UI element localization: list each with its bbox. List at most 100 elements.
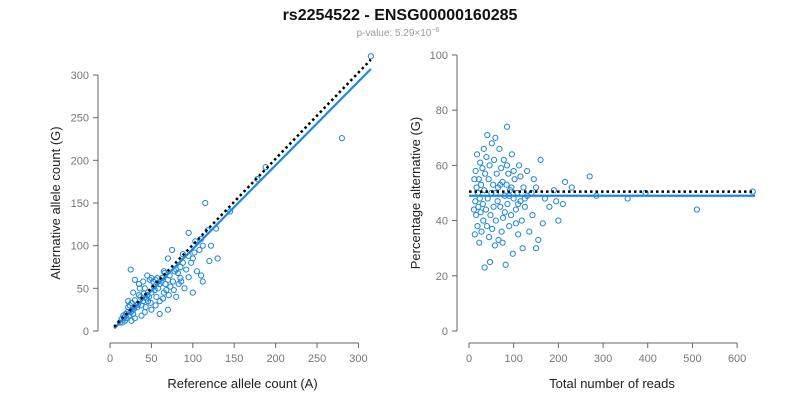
- data-point: [490, 181, 497, 188]
- data-point: [474, 223, 481, 230]
- x-tick-label: 150: [225, 353, 243, 365]
- y-axis-title: Percentage alternative (G): [408, 117, 423, 269]
- x-axis-title: Reference allele count (A): [167, 376, 317, 391]
- data-point: [490, 203, 497, 210]
- data-point: [159, 295, 167, 302]
- data-point: [497, 203, 504, 210]
- data-point: [515, 162, 523, 169]
- data-point: [492, 134, 499, 141]
- data-point: [490, 156, 498, 163]
- data-point: [479, 200, 486, 208]
- y-tick-label: 60: [436, 160, 448, 172]
- data-point: [481, 264, 488, 271]
- data-point: [367, 53, 374, 60]
- data-point: [546, 203, 553, 210]
- data-point: [503, 162, 511, 169]
- data-point: [193, 268, 201, 275]
- data-point: [539, 220, 546, 227]
- x-tick-label: 200: [549, 353, 567, 365]
- data-point: [475, 176, 482, 183]
- data-point: [535, 236, 542, 244]
- data-point: [477, 181, 485, 188]
- data-point: [473, 184, 480, 191]
- data-point: [144, 292, 151, 299]
- data-point: [568, 184, 575, 191]
- data-point: [483, 154, 490, 161]
- data-point: [199, 242, 206, 249]
- scatter-panel-percentage: 0 100 200 300 400 500 600 0 20 40 60 80 100 Total num…: [408, 50, 756, 391]
- data-point: [470, 206, 478, 213]
- data-point: [482, 206, 490, 213]
- x-tick-label: 0: [107, 353, 113, 365]
- scatter-panel-allele-counts: 0 50 100 150 200 250 300 0 50 100 150 200 250 300 Refe…: [48, 53, 374, 391]
- data-point: [523, 167, 531, 175]
- x-tick-label: 500: [683, 353, 701, 365]
- data-point: [181, 285, 188, 292]
- x-tick-label: 0: [466, 353, 472, 365]
- data-point: [475, 203, 482, 210]
- data-point: [492, 217, 499, 224]
- y-tick-label: 100: [430, 50, 448, 62]
- data-point: [147, 299, 154, 306]
- fit-line: [113, 68, 372, 330]
- y-tick-label: 50: [77, 283, 89, 295]
- y-tick-label: 20: [436, 271, 448, 283]
- x-tick-label: 300: [594, 353, 612, 365]
- data-point: [480, 145, 487, 152]
- data-point: [170, 286, 177, 294]
- data-point: [140, 278, 147, 285]
- data-point: [477, 159, 484, 166]
- y-tick-label: 200: [71, 155, 89, 167]
- data-point: [472, 198, 479, 205]
- data-point: [553, 198, 560, 205]
- data-point: [506, 223, 513, 230]
- data-point: [505, 170, 512, 177]
- data-point: [497, 181, 504, 188]
- data-point: [179, 251, 186, 258]
- data-point: [202, 199, 209, 207]
- data-point: [127, 266, 134, 273]
- data-point: [485, 176, 492, 183]
- data-point: [471, 231, 478, 238]
- data-point: [561, 178, 569, 186]
- data-point: [502, 261, 509, 268]
- data-point: [517, 173, 524, 180]
- data-point: [167, 283, 174, 290]
- data-point: [504, 200, 511, 208]
- data-point: [338, 135, 345, 142]
- y-tick-label: 150: [71, 198, 89, 210]
- data-point: [496, 145, 503, 152]
- data-point: [165, 292, 172, 299]
- data-point: [174, 269, 182, 277]
- data-point: [487, 211, 494, 219]
- data-point: [199, 278, 206, 285]
- data-point: [160, 289, 167, 296]
- data-point: [529, 211, 536, 219]
- data-point: [226, 208, 234, 215]
- data-point: [478, 228, 485, 235]
- data-point: [498, 228, 505, 235]
- data-point: [471, 176, 478, 183]
- data-point: [479, 165, 486, 172]
- data-point: [515, 231, 522, 238]
- y-tick-label: 100: [71, 241, 89, 253]
- data-point: [152, 302, 159, 309]
- data-point: [512, 220, 520, 227]
- data-point: [515, 200, 522, 208]
- data-point: [520, 184, 527, 191]
- subtitle-prefix: p-value: 5.29×10: [357, 28, 432, 39]
- data-point: [509, 250, 516, 257]
- data-point: [185, 229, 192, 236]
- data-point: [486, 234, 493, 241]
- data-point: [472, 167, 479, 175]
- data-point: [693, 206, 701, 213]
- x-tick-label: 300: [349, 353, 367, 365]
- y-tick-label: 0: [83, 326, 89, 338]
- data-point: [508, 151, 515, 158]
- data-point: [499, 239, 506, 246]
- data-point: [530, 176, 537, 183]
- data-point: [521, 203, 528, 210]
- y-tick-label: 0: [442, 326, 448, 338]
- data-point: [128, 317, 135, 324]
- data-point: [164, 306, 172, 313]
